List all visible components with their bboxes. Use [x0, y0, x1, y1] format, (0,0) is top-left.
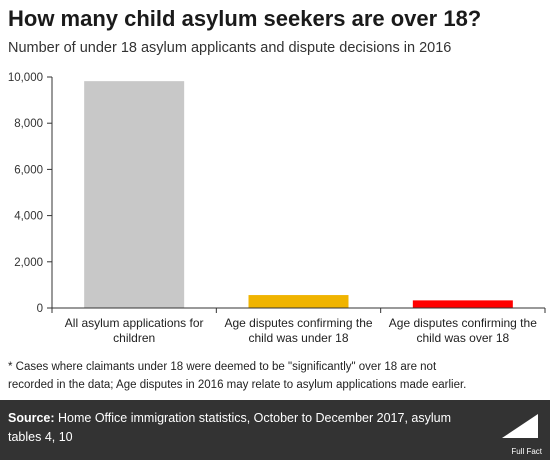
- chart-title: How many child asylum seekers are over 1…: [8, 6, 482, 31]
- bar: [84, 81, 185, 309]
- source-label: Source:: [8, 411, 55, 425]
- source-bar: Source: Home Office immigration statisti…: [0, 400, 550, 460]
- y-tick-label: 0: [37, 303, 43, 315]
- x-tick-label: Age disputes confirming the child was ove…: [389, 316, 537, 345]
- y-tick-label: 6,000: [14, 164, 43, 176]
- x-tick-label: All asylum applications for children: [65, 316, 204, 345]
- source-body: Home Office immigration statistics, Octo…: [8, 411, 451, 444]
- y-tick-label: 4,000: [14, 211, 43, 223]
- footnote-line-1: * Cases where claimants under 18 were de…: [8, 361, 437, 373]
- bar-chart: 0 2,000 4,000 6,000 8,000 10,000 All asylum ap…: [8, 72, 546, 345]
- y-tick-label: 10,000: [8, 72, 43, 84]
- source-text: Source: Home Office immigration statisti…: [8, 409, 478, 447]
- footnote: * Cases where claimants under 18 were de…: [8, 358, 543, 394]
- logo-text: Full Fact: [511, 447, 542, 456]
- chart-subtitle: Number of under 18 asylum applicants and…: [8, 40, 452, 56]
- bar: [248, 295, 349, 308]
- bar: [412, 300, 513, 308]
- full-fact-logo-icon: [502, 414, 538, 438]
- y-tick-label: 2,000: [14, 257, 43, 269]
- y-tick-label: 8,000: [14, 118, 43, 130]
- footnote-line-2: recorded in the data; Age disputes in 20…: [8, 379, 467, 391]
- x-tick-label: Age disputes confirming the child was und…: [224, 316, 372, 345]
